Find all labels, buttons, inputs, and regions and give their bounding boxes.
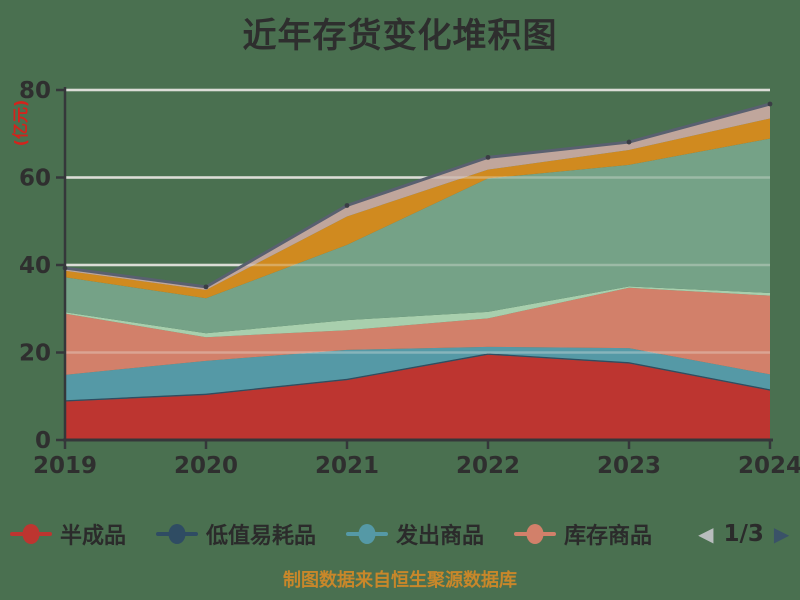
legend-item-label: 半成品 xyxy=(60,524,127,549)
y-axis-label-80: 80 xyxy=(19,78,51,104)
area-series-7 xyxy=(65,104,770,290)
legend-item-kucunshangpin[interactable]: 库存商品 xyxy=(514,518,652,550)
x-axis-label-2020: 2020 xyxy=(174,453,238,479)
legend-pager-prev-icon[interactable]: ◀ xyxy=(698,522,714,546)
legend-pager-next-icon[interactable]: ▶ xyxy=(773,522,790,546)
data-point-dot xyxy=(344,203,350,208)
legend-marker-dot xyxy=(526,524,544,544)
legend-pager-label: 1/3 xyxy=(723,521,764,547)
y-axis-label-20: 20 xyxy=(19,341,51,367)
data-point-dot xyxy=(626,139,632,145)
legend-marker-line xyxy=(346,524,389,544)
legend-item-label: 库存商品 xyxy=(564,524,653,549)
source-caption: 制图数据来自恒生聚源数据库 xyxy=(283,570,517,591)
area-series-6 xyxy=(65,118,770,299)
y-axis-label-0: 0 xyxy=(35,428,51,454)
data-point-dot xyxy=(203,284,209,290)
chart-canvas: 0 20 40 60 80 2019 2020 2021 2022 2023 2024 xyxy=(19,78,800,479)
x-axis-label-2022: 2022 xyxy=(456,453,520,479)
legend: 半成品 低值易耗品 发出商品 库存商品 ◀ 1/3 ▶ xyxy=(0,512,800,556)
legend-item-label: 发出商品 xyxy=(396,524,485,549)
x-axis-label-2021: 2021 xyxy=(315,453,379,479)
legend-marker-dot xyxy=(358,524,376,544)
legend-item-dizhiyihaopin[interactable]: 低值易耗品 xyxy=(156,518,316,550)
area-series-0-半成品 xyxy=(65,354,770,440)
legend-marker-dot xyxy=(22,524,40,544)
x-axis-label-2019: 2019 xyxy=(33,453,97,479)
chart-title: 近年存货变化堆积图 xyxy=(242,16,558,56)
legend-marker-line xyxy=(10,524,52,544)
x-axis-label-2024: 2024 xyxy=(738,453,800,479)
data-point-dot xyxy=(767,101,773,107)
area-series-2-发出商品 xyxy=(65,346,770,401)
legend-marker-dot xyxy=(168,524,186,544)
legend-marker-line xyxy=(514,524,557,544)
legend-marker-line xyxy=(156,524,199,544)
y-axis-label-60: 60 xyxy=(19,166,51,192)
area-series-4 xyxy=(65,286,770,338)
total-top-line xyxy=(64,102,771,289)
legend-item-label: 低值易耗品 xyxy=(206,524,317,549)
area-series-5 xyxy=(65,138,770,334)
y-axis-label-40: 40 xyxy=(19,253,51,279)
legend-item-fachushangpin[interactable]: 发出商品 xyxy=(346,518,484,550)
legend-item-banchengpin[interactable]: 半成品 xyxy=(10,518,126,550)
legend-pager: ◀ 1/3 ▶ xyxy=(698,521,789,547)
area-series-3-库存商品 xyxy=(65,287,770,375)
x-axis-label-2023: 2023 xyxy=(597,453,661,479)
data-point-dot xyxy=(485,154,491,160)
